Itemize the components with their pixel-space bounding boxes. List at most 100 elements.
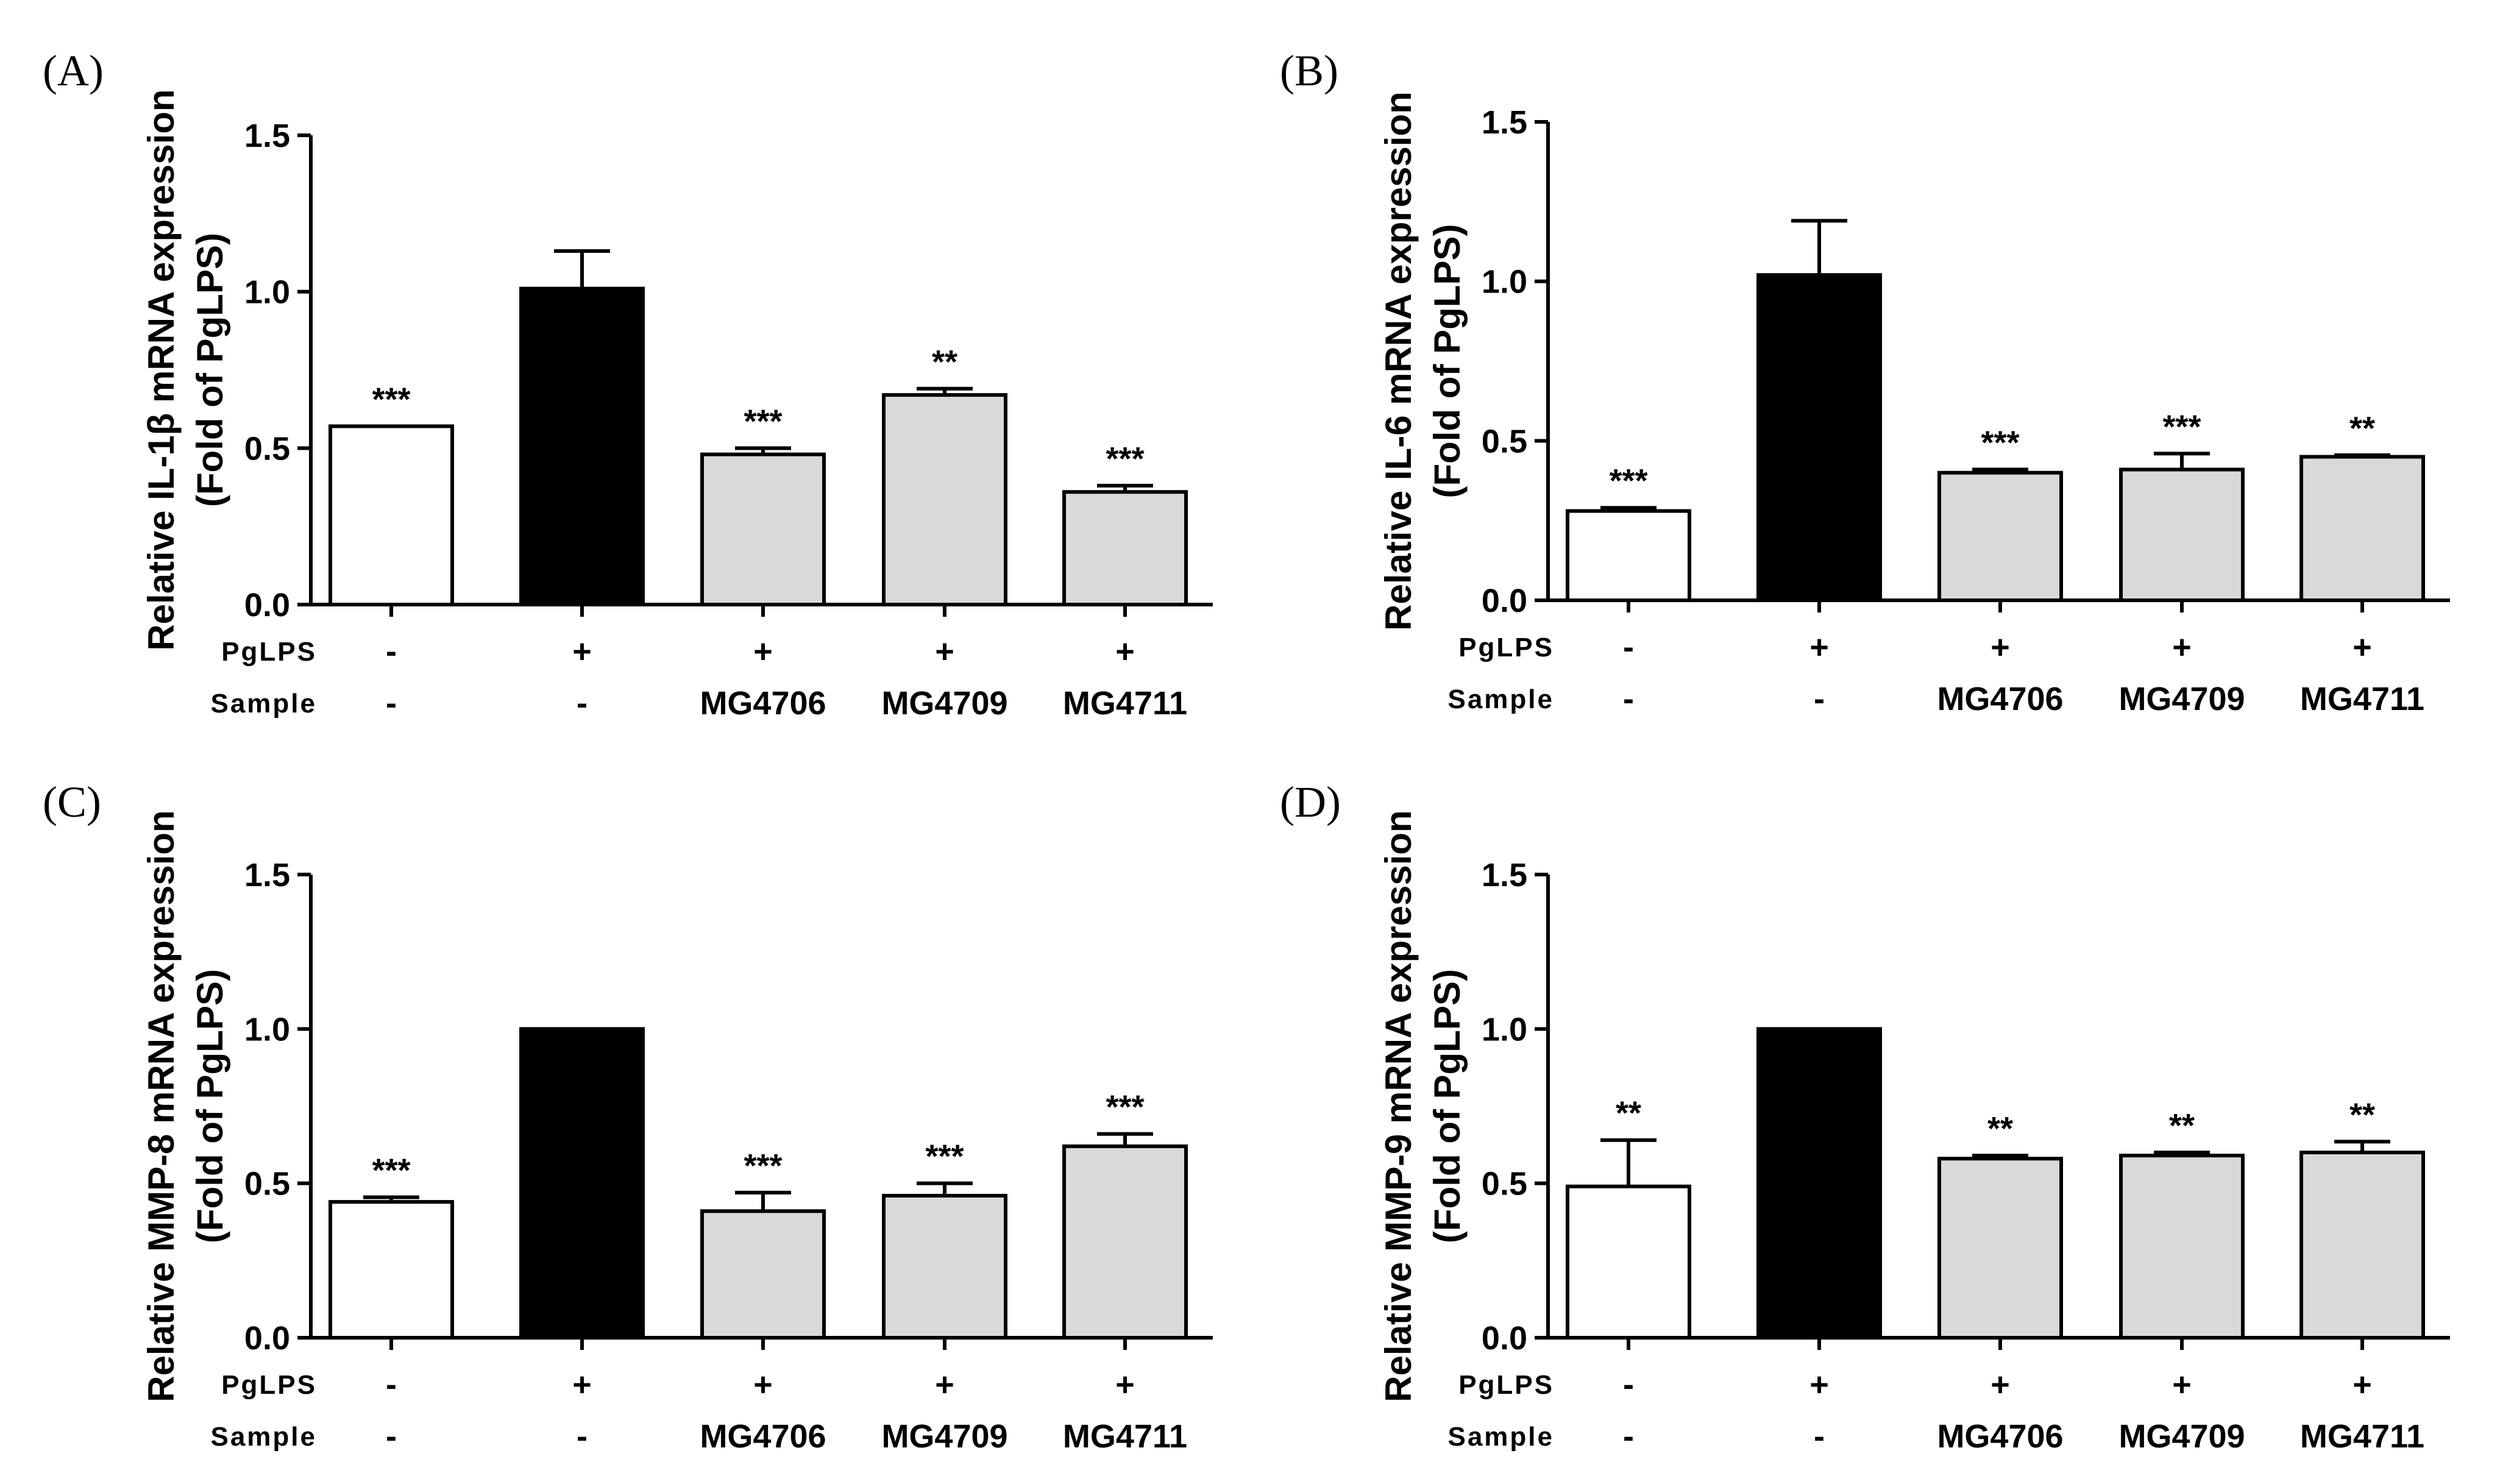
sample-value: MG4711 <box>1063 1418 1187 1455</box>
y-tick-label: 0.5 <box>1482 1166 1527 1202</box>
y-tick-label: 0.5 <box>244 1166 290 1202</box>
significance-label: *** <box>372 381 410 417</box>
y-tick-label: 1.0 <box>1482 264 1527 300</box>
y-tick-label: 0.0 <box>244 587 290 623</box>
row-label-pglps: PgLPS <box>221 637 317 667</box>
sample-value: MG4706 <box>1937 681 2063 717</box>
bar <box>1756 1027 1882 1340</box>
pglps-value: + <box>1115 633 1135 670</box>
significance-label: *** <box>744 403 782 439</box>
significance-label: ** <box>932 344 957 380</box>
sample-value: - <box>1814 681 1825 717</box>
pglps-value: - <box>1623 1366 1634 1403</box>
sample-value: MG4711 <box>1063 685 1187 722</box>
sample-value: - <box>1623 1418 1634 1455</box>
pglps-value: + <box>2172 1366 2192 1403</box>
y-axis-subtitle: (Fold of PgLPS) <box>1427 224 1468 499</box>
bar <box>328 1200 454 1340</box>
y-tick-label: 1.0 <box>244 274 290 311</box>
y-axis-title: Relative MMP-9 mRNA expression <box>1378 810 1419 1402</box>
significance-label: *** <box>1981 424 2019 461</box>
row-label-sample: Sample <box>210 689 317 719</box>
pglps-value: + <box>935 1366 954 1403</box>
bar <box>519 286 645 606</box>
y-tick-label: 0.5 <box>1482 423 1527 460</box>
chart-panel-a: (A) Relative IL-1β mRNA expression (Fold o… <box>43 46 1213 722</box>
significance-label: ** <box>1616 1095 1641 1132</box>
pglps-value: + <box>1809 629 1829 666</box>
sample-value: MG4706 <box>700 685 826 722</box>
sample-value: MG4709 <box>881 1418 1007 1455</box>
pglps-value: + <box>572 633 592 670</box>
pglps-value: + <box>753 1366 773 1403</box>
row-label-pglps: PgLPS <box>1458 633 1554 662</box>
sample-value: - <box>1623 681 1634 717</box>
significance-label: ** <box>2349 410 2375 447</box>
pglps-value: - <box>386 633 397 670</box>
bar <box>2119 1154 2245 1340</box>
bar <box>2119 467 2245 603</box>
y-tick-label: 1.5 <box>244 857 290 893</box>
pglps-value: + <box>1990 629 2010 666</box>
y-tick-label: 1.0 <box>1482 1011 1527 1048</box>
y-tick-label: 0.0 <box>244 1320 290 1357</box>
pglps-value: + <box>1809 1366 1829 1403</box>
bar <box>1062 1144 1188 1340</box>
pglps-value: + <box>572 1366 592 1403</box>
bar <box>882 1193 1007 1340</box>
bar <box>519 1027 645 1340</box>
pglps-value: - <box>386 1366 397 1403</box>
bar <box>1566 509 1691 603</box>
significance-label: *** <box>1106 1089 1144 1126</box>
pglps-value: + <box>2172 629 2192 666</box>
bar <box>882 393 1007 606</box>
y-tick-label: 1.5 <box>1482 104 1527 141</box>
significance-label: *** <box>372 1152 410 1188</box>
sample-value: MG4709 <box>2118 681 2245 717</box>
significance-label: *** <box>925 1138 964 1175</box>
sample-value: MG4709 <box>2118 1418 2245 1455</box>
row-label-pglps: PgLPS <box>221 1370 317 1400</box>
sample-value: MG4711 <box>2300 681 2424 717</box>
y-axis-subtitle: (Fold of PgLPS) <box>1427 969 1468 1243</box>
y-axis-title: Relative IL-6 mRNA expression <box>1378 91 1419 631</box>
significance-label: *** <box>1609 463 1647 499</box>
pglps-value: + <box>2353 629 2372 666</box>
bar <box>1566 1184 1691 1340</box>
sample-value: - <box>577 685 588 722</box>
significance-label: *** <box>2162 408 2201 445</box>
pglps-value: + <box>2353 1366 2372 1403</box>
panel-label: (A) <box>43 46 104 95</box>
row-label-pglps: PgLPS <box>1458 1370 1554 1400</box>
row-label-sample: Sample <box>210 1422 317 1452</box>
panel-label: (B) <box>1280 46 1338 95</box>
y-tick-label: 0.0 <box>1482 1320 1527 1357</box>
pglps-value: + <box>753 633 773 670</box>
chart-panel-b: (B) Relative IL-6 mRNA expression (Fold of… <box>1280 46 2450 717</box>
bar <box>700 452 826 606</box>
pglps-value: + <box>1115 1366 1135 1403</box>
row-label-sample: Sample <box>1447 1422 1554 1452</box>
significance-label: ** <box>2169 1107 2195 1144</box>
sample-value: - <box>386 685 397 722</box>
bar <box>1756 273 1882 602</box>
panel-label: (D) <box>1280 778 1341 826</box>
sample-value: MG4706 <box>700 1418 826 1455</box>
sample-value: MG4709 <box>881 685 1007 722</box>
y-axis-subtitle: (Fold of PgLPS) <box>190 969 230 1243</box>
bar <box>2299 1151 2425 1340</box>
bar <box>328 424 454 607</box>
y-axis-subtitle: (Fold of PgLPS) <box>190 233 230 507</box>
row-label-sample: Sample <box>1447 684 1554 714</box>
bar <box>1937 1157 2063 1340</box>
pglps-value: + <box>935 633 954 670</box>
significance-label: *** <box>744 1148 782 1184</box>
significance-label: *** <box>1106 441 1144 477</box>
y-tick-label: 1.0 <box>244 1011 290 1048</box>
bar <box>1062 490 1188 607</box>
sample-value: - <box>1814 1418 1825 1455</box>
bar <box>1937 470 2063 603</box>
y-tick-label: 1.5 <box>244 118 290 154</box>
bar <box>700 1209 826 1340</box>
